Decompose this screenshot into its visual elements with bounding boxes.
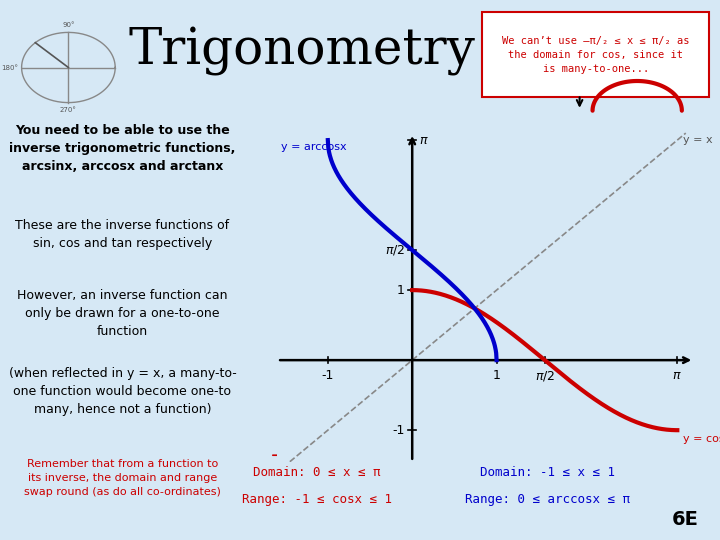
Text: -1: -1: [392, 424, 405, 437]
Text: However, an inverse function can
only be drawn for a one-to-one
function: However, an inverse function can only be…: [17, 289, 228, 338]
Text: (when reflected in y = x, a many-to-
one function would become one-to
many, henc: (when reflected in y = x, a many-to- one…: [9, 367, 236, 416]
Text: These are the inverse functions of
sin, cos and tan respectively: These are the inverse functions of sin, …: [15, 219, 230, 251]
Text: $\pi$: $\pi$: [419, 133, 428, 146]
Text: Range: -1 ≤ cosx ≤ 1: Range: -1 ≤ cosx ≤ 1: [242, 493, 392, 506]
Text: Domain: -1 ≤ x ≤ 1: Domain: -1 ≤ x ≤ 1: [480, 466, 615, 479]
Text: y = cosx: y = cosx: [683, 434, 720, 444]
Text: -1: -1: [322, 369, 334, 382]
Text: y = x: y = x: [683, 135, 713, 145]
Text: Domain: 0 ≤ x ≤ π: Domain: 0 ≤ x ≤ π: [253, 466, 381, 479]
Text: Remember that from a function to
its inverse, the domain and range
swap round (a: Remember that from a function to its inv…: [24, 459, 221, 497]
Text: 270°: 270°: [60, 107, 77, 113]
Text: y = arccosx: y = arccosx: [501, 438, 593, 453]
FancyBboxPatch shape: [482, 12, 709, 97]
Text: Trigonometry: Trigonometry: [129, 26, 476, 76]
Text: $\pi/2$: $\pi/2$: [384, 243, 405, 257]
Text: y = cosx: y = cosx: [283, 438, 351, 453]
Text: y = arccosx: y = arccosx: [282, 141, 347, 152]
Text: 1: 1: [492, 369, 500, 382]
Text: $\pi$: $\pi$: [672, 369, 682, 382]
Text: 180°: 180°: [1, 64, 18, 71]
Text: $\pi/2$: $\pi/2$: [535, 369, 554, 383]
Text: 1: 1: [397, 284, 405, 296]
Text: 90°: 90°: [62, 22, 75, 28]
Text: You need to be able to use the
inverse trigonometric functions,
arcsinx, arccosx: You need to be able to use the inverse t…: [9, 124, 235, 173]
Text: 6E: 6E: [672, 510, 698, 529]
Text: Range: 0 ≤ arccosx ≤ π: Range: 0 ≤ arccosx ≤ π: [464, 493, 630, 506]
Text: We can’t use –π/₂ ≤ x ≤ π/₂ as
the domain for cos, since it
is many-to-one...: We can’t use –π/₂ ≤ x ≤ π/₂ as the domai…: [502, 36, 690, 73]
